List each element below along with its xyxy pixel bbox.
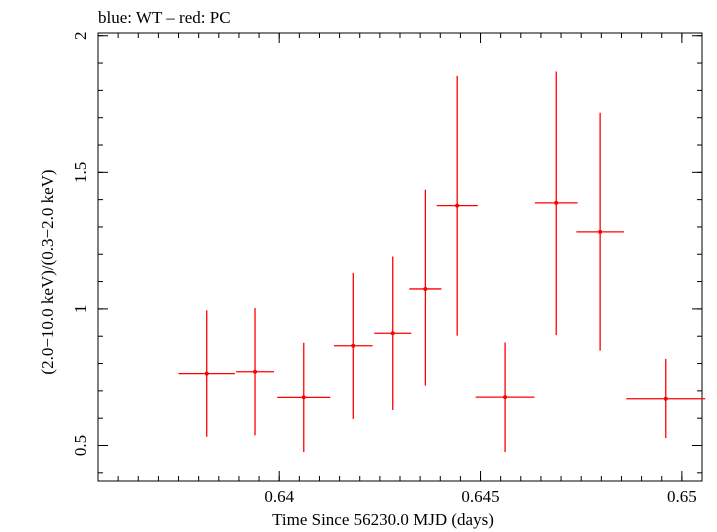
- x-tick-label: 0.65: [667, 487, 697, 506]
- series-pc: [178, 71, 706, 453]
- plot-frame: [97, 32, 703, 482]
- x-tick-label: 0.645: [461, 487, 499, 506]
- x-tick-label: 0.64: [264, 487, 294, 506]
- data-point: [301, 395, 306, 400]
- series-layer: [178, 71, 706, 453]
- chart-title: blue: WT – red: PC: [98, 8, 231, 27]
- y-axis-tick-labels: 0.5 1 1.5 2: [71, 31, 90, 456]
- data-point: [204, 371, 209, 376]
- x-axis-tick-labels: 0.64 0.645 0.65: [264, 487, 696, 506]
- data-point: [663, 396, 668, 401]
- data-point: [598, 229, 603, 234]
- data-point: [503, 395, 508, 400]
- y-tick-label: 1.5: [71, 162, 90, 183]
- data-point: [423, 286, 428, 291]
- y-tick-label: 2: [71, 31, 90, 40]
- data-point: [351, 343, 356, 348]
- data-point: [455, 203, 460, 208]
- y-axis-ticks: [98, 35, 702, 474]
- data-point: [390, 331, 395, 336]
- y-tick-label: 0.5: [71, 435, 90, 456]
- y-tick-label: 1: [71, 305, 90, 314]
- x-axis-ticks: [97, 33, 703, 481]
- data-point: [554, 200, 559, 205]
- data-point: [253, 369, 258, 374]
- y-axis-label: (2.0−10.0 keV)/(0.3−2.0 keV): [38, 169, 57, 374]
- x-axis-label: Time Since 56230.0 MJD (days): [272, 510, 494, 529]
